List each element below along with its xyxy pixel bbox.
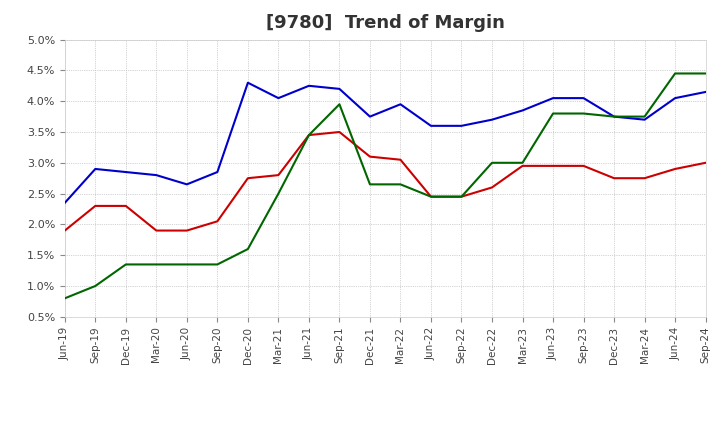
Ordinary Income xyxy=(152,172,161,178)
Ordinary Income xyxy=(213,169,222,175)
Line: Net Income: Net Income xyxy=(65,132,706,231)
Operating Cashflow xyxy=(91,283,99,289)
Ordinary Income xyxy=(91,166,99,172)
Operating Cashflow xyxy=(152,262,161,267)
Ordinary Income xyxy=(457,123,466,128)
Ordinary Income xyxy=(335,86,343,92)
Operating Cashflow xyxy=(335,102,343,107)
Line: Ordinary Income: Ordinary Income xyxy=(65,83,706,203)
Operating Cashflow xyxy=(122,262,130,267)
Net Income xyxy=(335,129,343,135)
Net Income xyxy=(91,203,99,209)
Operating Cashflow xyxy=(640,114,649,119)
Ordinary Income xyxy=(60,200,69,205)
Operating Cashflow xyxy=(610,114,618,119)
Operating Cashflow xyxy=(427,194,436,199)
Ordinary Income xyxy=(274,95,283,101)
Ordinary Income xyxy=(487,117,496,122)
Operating Cashflow xyxy=(549,111,557,116)
Ordinary Income xyxy=(243,80,252,85)
Net Income xyxy=(671,166,680,172)
Line: Operating Cashflow: Operating Cashflow xyxy=(65,73,706,298)
Ordinary Income xyxy=(671,95,680,101)
Operating Cashflow xyxy=(579,111,588,116)
Ordinary Income xyxy=(122,169,130,175)
Net Income xyxy=(579,163,588,169)
Ordinary Income xyxy=(183,182,192,187)
Operating Cashflow xyxy=(701,71,710,76)
Net Income xyxy=(274,172,283,178)
Operating Cashflow xyxy=(457,194,466,199)
Ordinary Income xyxy=(305,83,313,88)
Net Income xyxy=(610,176,618,181)
Operating Cashflow xyxy=(305,132,313,138)
Net Income xyxy=(487,185,496,190)
Net Income xyxy=(427,194,436,199)
Operating Cashflow xyxy=(396,182,405,187)
Operating Cashflow xyxy=(518,160,527,165)
Net Income xyxy=(518,163,527,169)
Ordinary Income xyxy=(396,102,405,107)
Net Income xyxy=(396,157,405,162)
Operating Cashflow xyxy=(60,296,69,301)
Operating Cashflow xyxy=(243,246,252,252)
Net Income xyxy=(152,228,161,233)
Operating Cashflow xyxy=(274,191,283,196)
Net Income xyxy=(60,228,69,233)
Net Income xyxy=(183,228,192,233)
Operating Cashflow xyxy=(671,71,680,76)
Operating Cashflow xyxy=(366,182,374,187)
Net Income xyxy=(457,194,466,199)
Net Income xyxy=(243,176,252,181)
Ordinary Income xyxy=(549,95,557,101)
Net Income xyxy=(366,154,374,159)
Net Income xyxy=(640,176,649,181)
Net Income xyxy=(549,163,557,169)
Net Income xyxy=(122,203,130,209)
Ordinary Income xyxy=(701,89,710,95)
Operating Cashflow xyxy=(487,160,496,165)
Ordinary Income xyxy=(366,114,374,119)
Net Income xyxy=(701,160,710,165)
Net Income xyxy=(305,132,313,138)
Ordinary Income xyxy=(427,123,436,128)
Net Income xyxy=(213,219,222,224)
Title: [9780]  Trend of Margin: [9780] Trend of Margin xyxy=(266,15,505,33)
Operating Cashflow xyxy=(213,262,222,267)
Ordinary Income xyxy=(518,108,527,113)
Ordinary Income xyxy=(579,95,588,101)
Ordinary Income xyxy=(640,117,649,122)
Operating Cashflow xyxy=(183,262,192,267)
Ordinary Income xyxy=(610,114,618,119)
